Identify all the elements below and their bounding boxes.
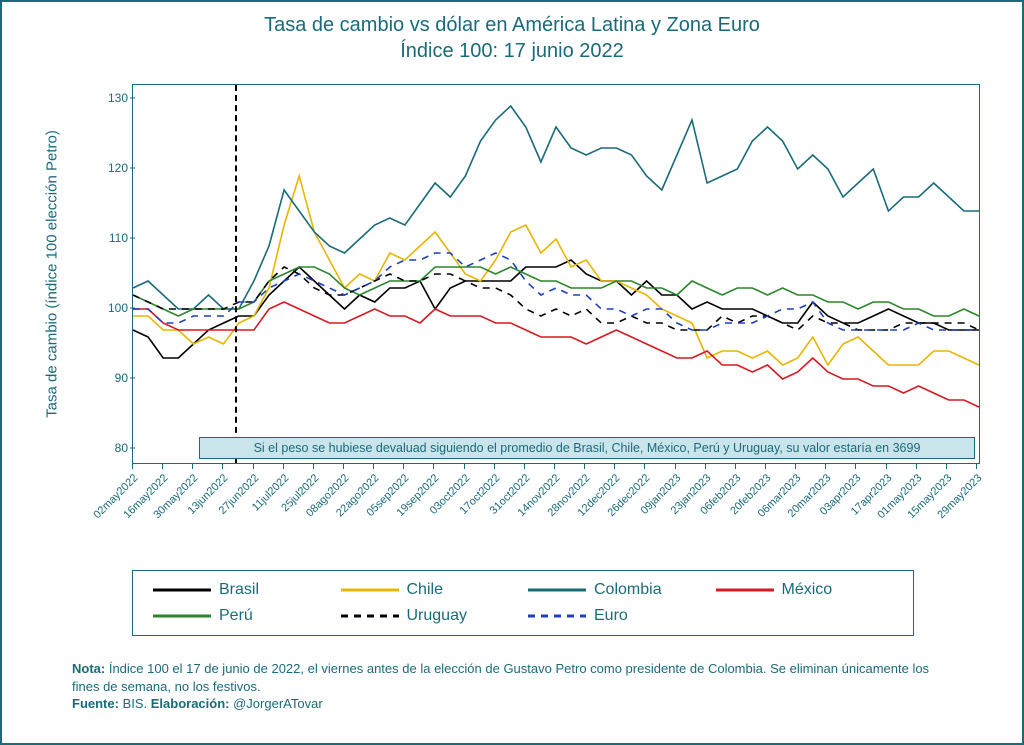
y-tick-label: 120 (78, 161, 128, 175)
elab-label: Elaboración: (151, 696, 230, 711)
legend-swatch (153, 607, 211, 625)
series-colombia (133, 106, 979, 309)
x-tick-mark (313, 464, 314, 469)
annotation-box: Si el peso se hubiese devaluad siguiendo… (199, 437, 975, 459)
legend-item-brasil: Brasil (153, 581, 331, 599)
x-tick-mark (735, 464, 736, 469)
x-tick-mark (916, 464, 917, 469)
chart-area: Tasa de cambio (índice 100 elección Petr… (70, 84, 980, 464)
x-tick-mark (675, 464, 676, 469)
series-méxico (133, 302, 979, 407)
reference-vertical-line (235, 85, 237, 463)
legend-swatch (341, 581, 399, 599)
x-tick-mark (855, 464, 856, 469)
x-tick-mark (253, 464, 254, 469)
x-tick-mark (132, 464, 133, 469)
legend-item-chile: Chile (341, 581, 519, 599)
x-tick-mark (644, 464, 645, 469)
x-tick-mark (976, 464, 977, 469)
chart-title-line1: Tasa de cambio vs dólar en América Latin… (2, 12, 1022, 38)
note-line: Nota: Índice 100 el 17 de junio de 2022,… (72, 660, 952, 695)
legend-swatch (341, 607, 399, 625)
legend-swatch (528, 607, 586, 625)
line-series-svg (133, 85, 979, 463)
y-tick-label: 80 (78, 441, 128, 455)
y-tick-label: 110 (78, 231, 128, 245)
elab-text: @JorgerATovar (230, 696, 323, 711)
nota-label: Nota: (72, 661, 105, 676)
y-ticks: 80 90 100 110 120 130 (70, 84, 128, 464)
footnotes: Nota: Índice 100 el 17 de junio de 2022,… (72, 660, 952, 713)
x-tick-mark (705, 464, 706, 469)
x-tick-mark (765, 464, 766, 469)
legend: Brasil Chile Colombia México Perú Uruguay Euro (132, 570, 914, 636)
x-tick-mark (825, 464, 826, 469)
x-tick-mark (343, 464, 344, 469)
x-tick-mark (614, 464, 615, 469)
x-tick-mark (162, 464, 163, 469)
x-tick-mark (403, 464, 404, 469)
title-block: Tasa de cambio vs dólar en América Latin… (2, 12, 1022, 64)
fuente-text: BIS. (119, 696, 151, 711)
chart-frame: Tasa de cambio vs dólar en América Latin… (0, 0, 1024, 745)
legend-label: Perú (219, 607, 253, 625)
x-tick-mark (433, 464, 434, 469)
legend-swatch (528, 581, 586, 599)
nota-text: Índice 100 el 17 de junio de 2022, el vi… (72, 661, 929, 694)
x-tick-mark (946, 464, 947, 469)
plot-area: Si el peso se hubiese devaluad siguiendo… (132, 84, 980, 464)
y-tick-label: 90 (78, 371, 128, 385)
source-line: Fuente: BIS. Elaboración: @JorgerATovar (72, 695, 952, 713)
x-tick-mark (373, 464, 374, 469)
x-tick-mark (192, 464, 193, 469)
x-tick-mark (795, 464, 796, 469)
legend-label: Brasil (219, 581, 259, 599)
legend-item-perú: Perú (153, 607, 331, 625)
legend-item-euro: Euro (528, 607, 706, 625)
x-tick-mark (554, 464, 555, 469)
legend-label: México (782, 581, 833, 599)
y-tick-label: 130 (78, 91, 128, 105)
legend-label: Chile (407, 581, 443, 599)
series-euro (133, 253, 979, 330)
x-tick-mark (886, 464, 887, 469)
legend-item-uruguay: Uruguay (341, 607, 519, 625)
legend-label: Uruguay (407, 607, 467, 625)
legend-grid: Brasil Chile Colombia México Perú Uruguay Euro (153, 581, 893, 625)
legend-item-colombia: Colombia (528, 581, 706, 599)
x-tick-mark (494, 464, 495, 469)
x-tick-mark (584, 464, 585, 469)
y-axis-label: Tasa de cambio (índice 100 elección Petr… (44, 130, 61, 418)
legend-swatch (153, 581, 211, 599)
y-tick-label: 100 (78, 301, 128, 315)
x-tick-mark (464, 464, 465, 469)
x-tick-mark (283, 464, 284, 469)
x-tick-mark (222, 464, 223, 469)
legend-item-méxico: México (716, 581, 894, 599)
chart-title-line2: Índice 100: 17 junio 2022 (2, 38, 1022, 64)
legend-swatch (716, 581, 774, 599)
legend-label: Colombia (594, 581, 662, 599)
fuente-label: Fuente: (72, 696, 119, 711)
legend-label: Euro (594, 607, 628, 625)
x-tick-mark (524, 464, 525, 469)
